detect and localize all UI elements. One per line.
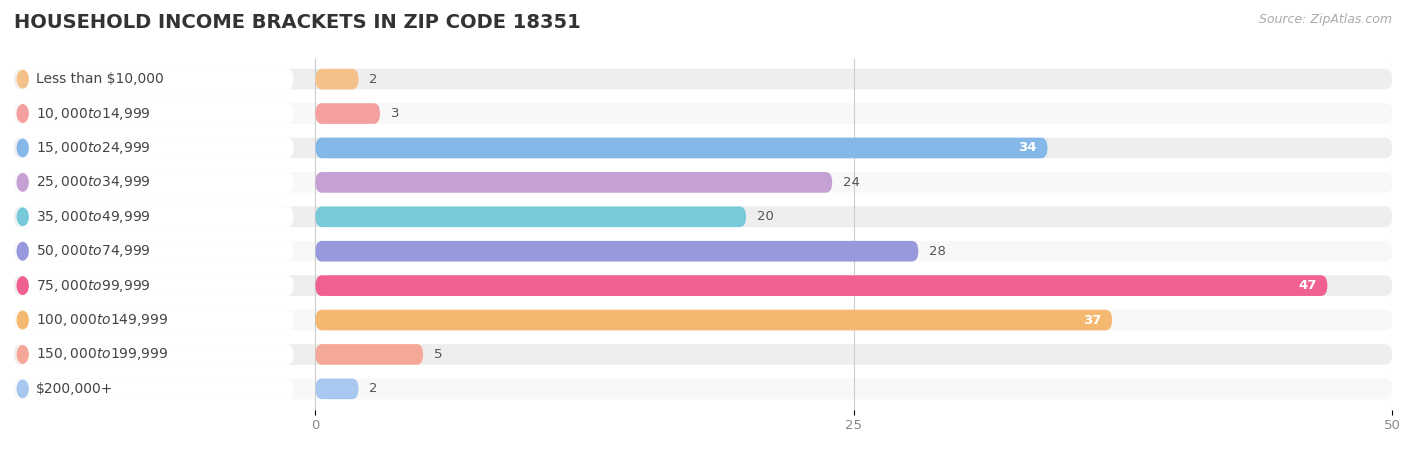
FancyBboxPatch shape — [17, 344, 294, 365]
FancyBboxPatch shape — [315, 275, 1327, 296]
Circle shape — [17, 346, 28, 363]
FancyBboxPatch shape — [17, 172, 294, 193]
FancyBboxPatch shape — [17, 310, 294, 330]
FancyBboxPatch shape — [14, 172, 1392, 193]
Text: Source: ZipAtlas.com: Source: ZipAtlas.com — [1258, 14, 1392, 27]
Text: 3: 3 — [391, 107, 399, 120]
FancyBboxPatch shape — [315, 310, 1112, 330]
FancyBboxPatch shape — [315, 138, 1047, 158]
Text: $25,000 to $34,999: $25,000 to $34,999 — [35, 175, 150, 190]
FancyBboxPatch shape — [315, 172, 832, 193]
Circle shape — [17, 380, 28, 398]
FancyBboxPatch shape — [17, 138, 294, 158]
FancyBboxPatch shape — [14, 378, 1392, 399]
FancyBboxPatch shape — [315, 207, 747, 227]
FancyBboxPatch shape — [17, 275, 294, 296]
Text: $200,000+: $200,000+ — [35, 382, 112, 396]
Text: 37: 37 — [1083, 314, 1101, 327]
Text: 47: 47 — [1298, 279, 1316, 292]
Circle shape — [17, 243, 28, 260]
FancyBboxPatch shape — [315, 241, 918, 261]
Text: $10,000 to $14,999: $10,000 to $14,999 — [35, 106, 150, 122]
FancyBboxPatch shape — [14, 69, 1392, 90]
FancyBboxPatch shape — [315, 69, 359, 90]
Circle shape — [17, 208, 28, 225]
FancyBboxPatch shape — [17, 103, 294, 124]
FancyBboxPatch shape — [17, 69, 294, 90]
FancyBboxPatch shape — [315, 378, 359, 399]
FancyBboxPatch shape — [315, 344, 423, 365]
FancyBboxPatch shape — [14, 241, 1392, 261]
Circle shape — [17, 311, 28, 329]
Circle shape — [17, 139, 28, 157]
Circle shape — [17, 174, 28, 191]
FancyBboxPatch shape — [14, 103, 1392, 124]
Text: $75,000 to $99,999: $75,000 to $99,999 — [35, 278, 150, 293]
Circle shape — [17, 105, 28, 122]
Text: 24: 24 — [844, 176, 860, 189]
FancyBboxPatch shape — [14, 275, 1392, 296]
FancyBboxPatch shape — [14, 344, 1392, 365]
Text: 28: 28 — [929, 245, 946, 258]
Text: 34: 34 — [1018, 141, 1036, 154]
Circle shape — [17, 70, 28, 88]
Text: $50,000 to $74,999: $50,000 to $74,999 — [35, 243, 150, 259]
Text: HOUSEHOLD INCOME BRACKETS IN ZIP CODE 18351: HOUSEHOLD INCOME BRACKETS IN ZIP CODE 18… — [14, 14, 581, 32]
Text: 20: 20 — [756, 210, 773, 223]
Text: $100,000 to $149,999: $100,000 to $149,999 — [35, 312, 169, 328]
Circle shape — [17, 277, 28, 294]
Text: 2: 2 — [370, 72, 378, 86]
FancyBboxPatch shape — [17, 241, 294, 261]
Text: $35,000 to $49,999: $35,000 to $49,999 — [35, 209, 150, 225]
FancyBboxPatch shape — [14, 207, 1392, 227]
Text: 2: 2 — [370, 382, 378, 396]
Text: Less than $10,000: Less than $10,000 — [35, 72, 163, 86]
FancyBboxPatch shape — [14, 310, 1392, 330]
FancyBboxPatch shape — [17, 378, 294, 399]
FancyBboxPatch shape — [17, 207, 294, 227]
FancyBboxPatch shape — [315, 103, 380, 124]
Text: $15,000 to $24,999: $15,000 to $24,999 — [35, 140, 150, 156]
FancyBboxPatch shape — [14, 138, 1392, 158]
Text: 5: 5 — [434, 348, 443, 361]
Text: $150,000 to $199,999: $150,000 to $199,999 — [35, 346, 169, 362]
